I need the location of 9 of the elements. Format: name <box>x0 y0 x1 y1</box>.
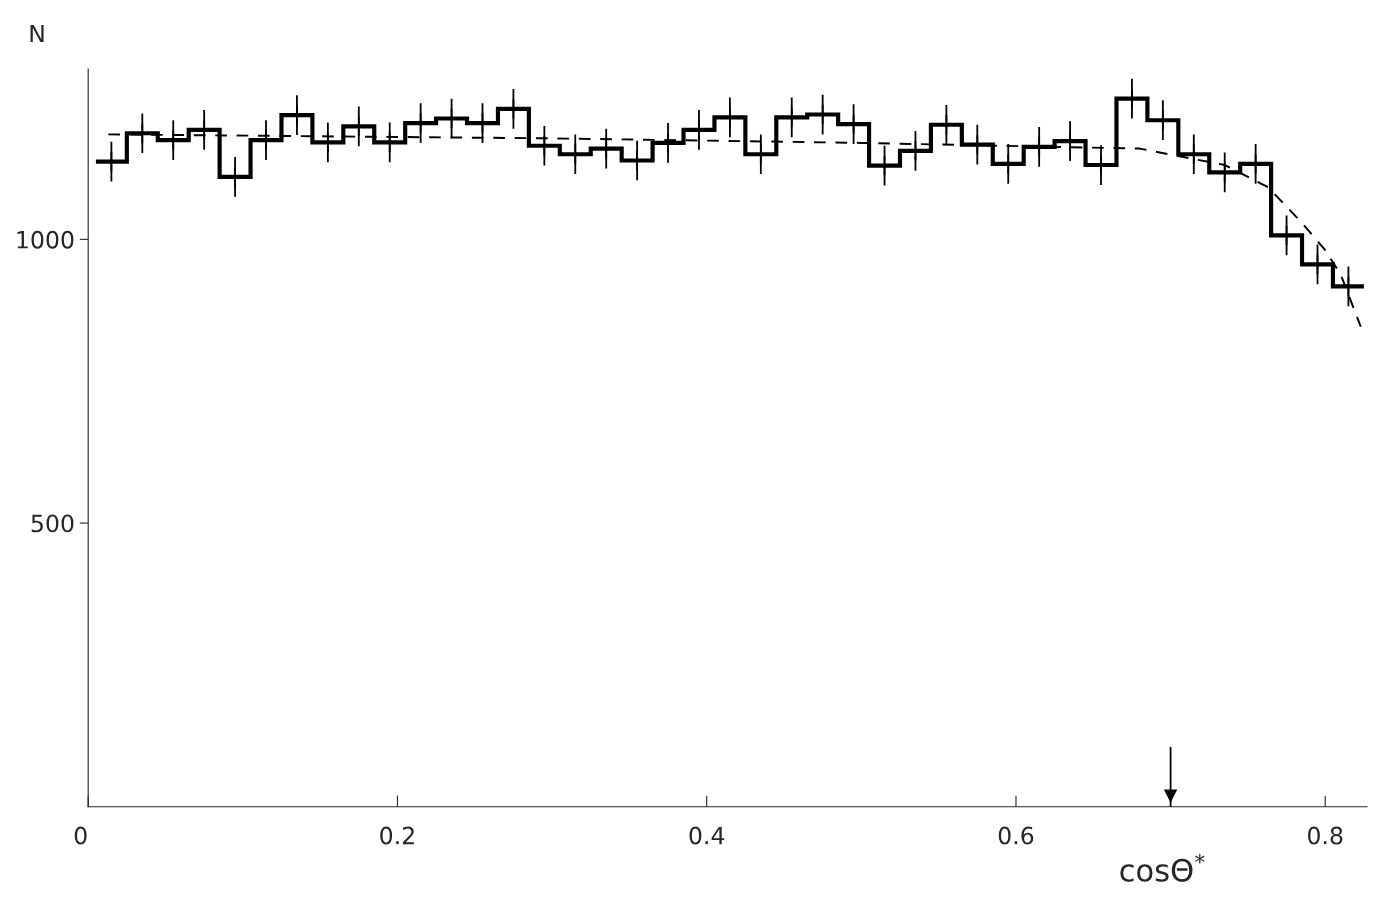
y-axis-title: N <box>30 24 44 43</box>
x-axis-title: cosΘ$^{*}$ <box>1120 853 1205 882</box>
x-tick-label: 0.6 <box>998 826 1034 845</box>
y-tick-label: 500 <box>31 514 74 533</box>
x-tick-label: 0.2 <box>380 826 414 845</box>
x-tick-label: 0.8 <box>1308 826 1343 845</box>
y-tick-label: 1000 <box>17 230 74 249</box>
x-tick-label: 0.4 <box>689 826 725 845</box>
x-tick-label: 0 <box>74 826 87 845</box>
